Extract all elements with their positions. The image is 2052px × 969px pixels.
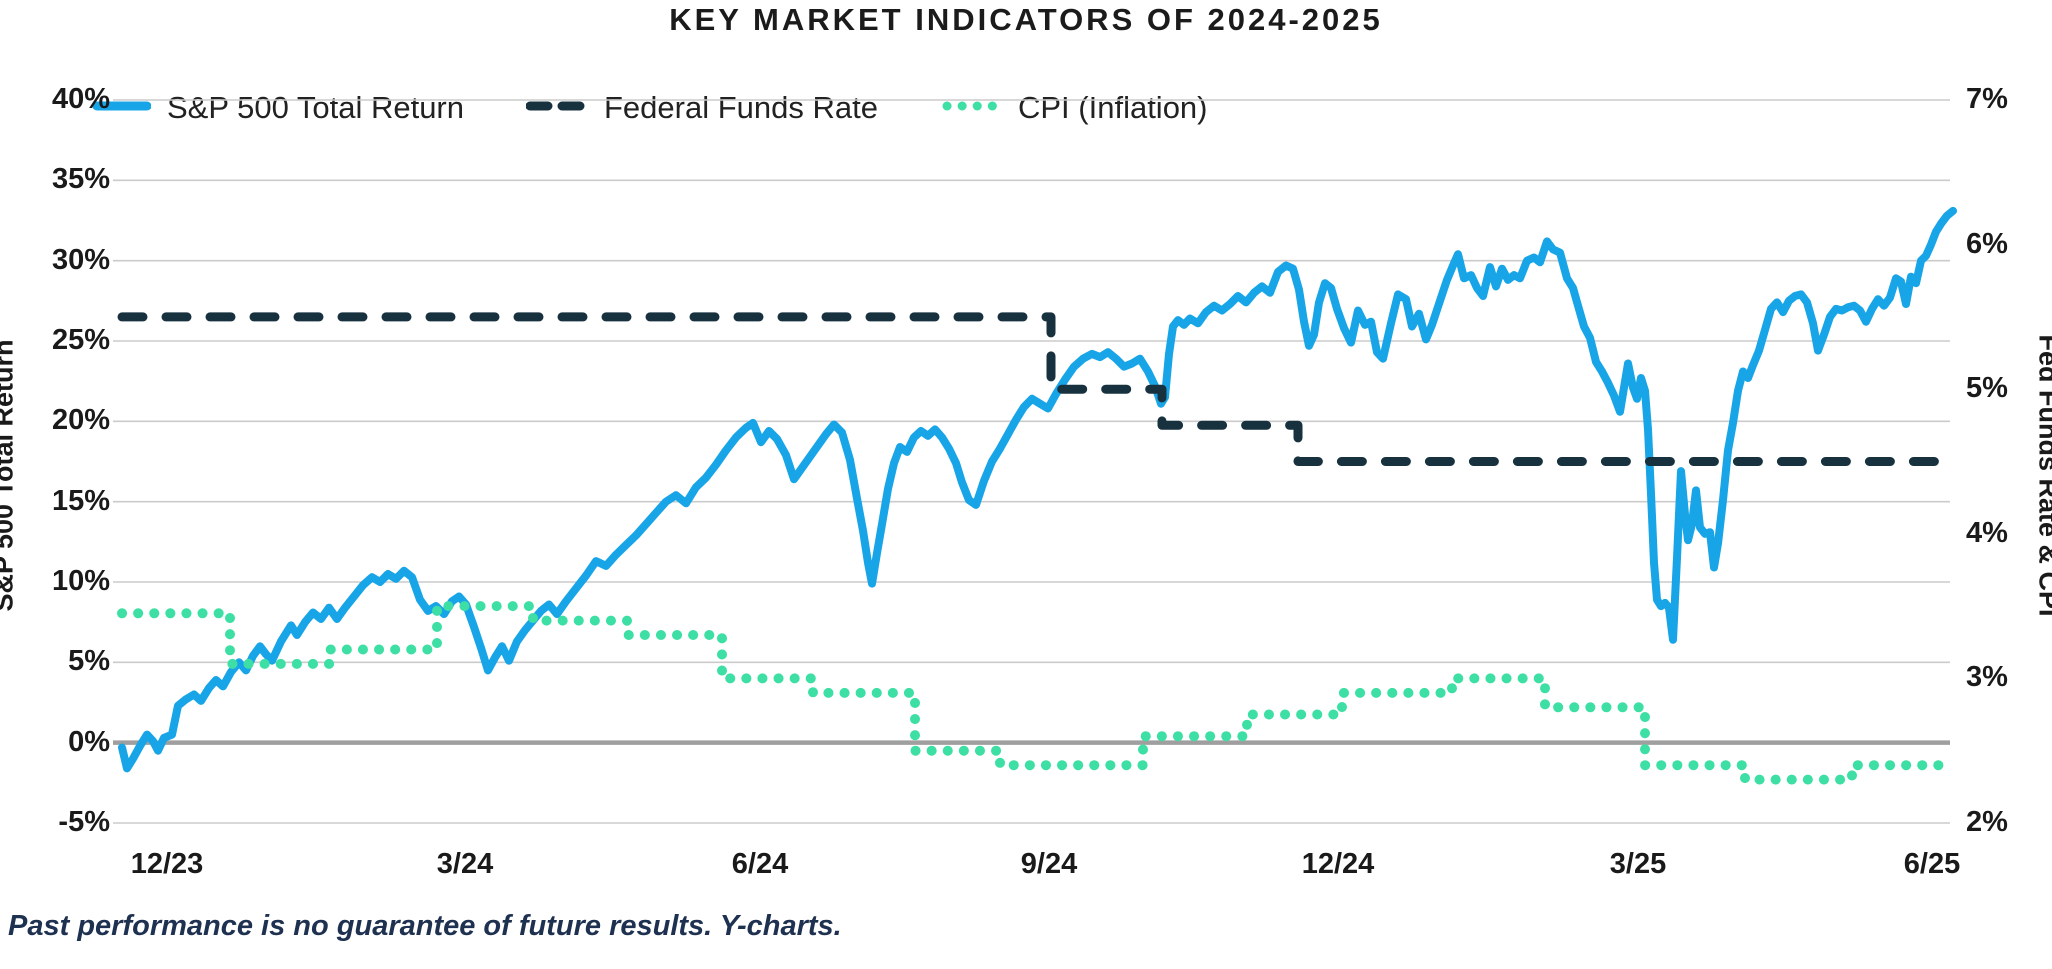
right-axis-tick-label: 4% xyxy=(1966,516,2008,549)
left-axis-tick-label: 0% xyxy=(68,725,110,758)
right-axis-tick-label: 7% xyxy=(1966,83,2008,115)
legend-item-fed-funds: Federal Funds Rate xyxy=(525,90,878,126)
left-axis-tick-label: 10% xyxy=(51,565,110,597)
left-axis-tick-label: 35% xyxy=(51,163,110,196)
right-axis-tick-label: 3% xyxy=(1966,661,2008,694)
right-axis-tick-label: 6% xyxy=(1966,227,2008,260)
federal-funds-rate-line xyxy=(117,312,1955,466)
fed-funds-dash-swatch-icon xyxy=(525,99,589,118)
left-axis-tick-label: 40% xyxy=(51,83,110,115)
left-axis-tick-label: 25% xyxy=(51,324,110,356)
cpi-dot-swatch-icon xyxy=(940,99,1003,118)
series-lines xyxy=(117,206,1957,785)
legend-label-fed-funds: Federal Funds Rate xyxy=(604,90,878,125)
legend-item-sp500: S&P 500 Total Return xyxy=(92,90,464,126)
chart-title: KEY MARKET INDICATORS OF 2024-2025 xyxy=(669,2,1383,37)
s-p-500-total-return-line xyxy=(118,206,1957,773)
x-axis-tick-label: 6/25 xyxy=(1903,848,1961,880)
x-axis-tick-label: 9/24 xyxy=(1020,848,1078,880)
left-axis-tick-label: 5% xyxy=(68,645,110,678)
left-axis-tick-label: -5% xyxy=(58,806,110,838)
x-axis-tick-label: 12/23 xyxy=(130,848,204,880)
legend-item-cpi: CPI (Inflation) xyxy=(940,90,1208,126)
legend-label-cpi: CPI (Inflation) xyxy=(1017,90,1208,125)
cpi-inflation-line xyxy=(117,601,1955,785)
right-axis-tick-label: 5% xyxy=(1966,372,2008,405)
left-axis-tick-label: 20% xyxy=(51,404,110,437)
x-axis-tick-label: 12/24 xyxy=(1301,848,1375,880)
left-axis-tick-label: 30% xyxy=(51,243,110,276)
chart-legend: S&P 500 Total Return Federal Funds Rate … xyxy=(92,90,1208,126)
right-axis-tick-label: 2% xyxy=(1966,806,2008,838)
x-axis-tick-label: 3/24 xyxy=(436,848,494,880)
sp500-line-swatch-icon xyxy=(92,99,152,118)
left-axis-tick-label: 15% xyxy=(51,484,110,517)
disclaimer-footer: Past performance is no guarantee of futu… xyxy=(8,910,842,942)
x-axis-tick-label: 3/25 xyxy=(1609,848,1667,880)
gridlines xyxy=(113,99,1950,824)
legend-label-sp500: S&P 500 Total Return xyxy=(167,90,464,125)
x-axis-tick-label: 6/24 xyxy=(731,848,789,880)
